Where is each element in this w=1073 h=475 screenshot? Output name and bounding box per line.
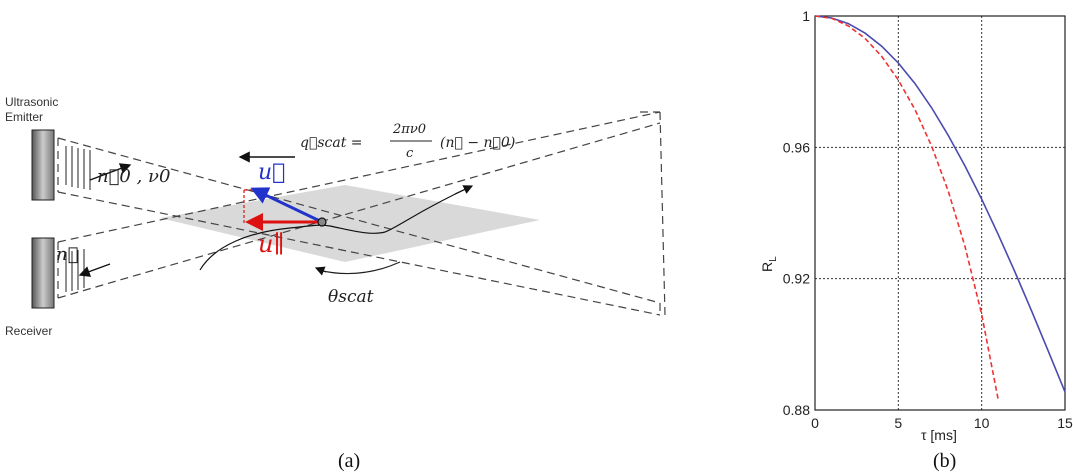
- receiver-transducer: [31, 237, 55, 309]
- y-axis-label-subscript: L: [768, 256, 779, 262]
- n0-arrow: [89, 163, 132, 181]
- diagram-panel: Ultrasonic Emitter Receiver n⃗0 , ν0 n⃗ …: [5, 95, 666, 472]
- theta-arc: [317, 261, 401, 275]
- caption-a: (a): [338, 450, 360, 472]
- n-label: n⃗: [56, 244, 78, 265]
- theta-arc-arrow: [314, 266, 327, 276]
- particle-trajectory: [199, 186, 471, 271]
- receiver-beam: [57, 111, 661, 299]
- y-tick-label: 0.88: [783, 402, 810, 418]
- emitter-beam: [57, 137, 661, 316]
- x-tick-label: 10: [974, 415, 990, 431]
- beam-ends: [640, 111, 666, 316]
- chart-series: [814, 15, 1066, 401]
- y-axis-label: RL: [759, 256, 779, 272]
- x-tick-labels: 0 5 10 15: [811, 415, 1073, 431]
- theta-scat-label: θscat: [328, 287, 374, 307]
- series-line-2: [814, 15, 1000, 401]
- emitter-label-line2: Emitter: [5, 110, 43, 124]
- u-parallel-label: u∥: [258, 230, 285, 258]
- x-axis-label: τ [ms]: [921, 427, 957, 443]
- particle: [317, 217, 327, 227]
- plot-frame: [814, 15, 1066, 411]
- u-label: u⃗: [258, 160, 285, 185]
- series-line-1: [814, 15, 1066, 393]
- y-tick-label: 0.92: [783, 271, 810, 287]
- scattering-volume: [160, 185, 540, 262]
- y-tick-label: 0.96: [783, 139, 810, 155]
- emitter-transducer: [31, 129, 55, 201]
- u-vector: [250, 187, 323, 224]
- emitter-wavefronts: [65, 146, 91, 190]
- x-tick-label: 5: [894, 415, 902, 431]
- chart-panel: 0 5 10 15 0.88 0.92 0.96 1 RL τ [ms] (b): [759, 8, 1073, 472]
- qscat-numerator: 2πν0: [392, 122, 426, 137]
- caption-b: (b): [933, 450, 956, 472]
- n-arrow: [78, 263, 111, 277]
- n0-nu0-label: n⃗0 , ν0: [97, 166, 170, 187]
- qscat-denominator: c: [406, 146, 414, 161]
- y-tick-label: 1: [802, 8, 810, 24]
- x-tick-label: 0: [811, 415, 819, 431]
- emitter-label-line1: Ultrasonic: [5, 95, 58, 109]
- receiver-label: Receiver: [5, 324, 52, 338]
- x-tick-label: 15: [1057, 415, 1073, 431]
- y-tick-labels: 0.88 0.92 0.96 1: [783, 8, 810, 418]
- trajectory-arrow: [454, 185, 474, 195]
- qscat-label: q⃗scat =: [300, 135, 363, 151]
- qscat-paren: (n⃗ − n⃗0): [440, 135, 515, 151]
- chart-grid: [815, 16, 1065, 410]
